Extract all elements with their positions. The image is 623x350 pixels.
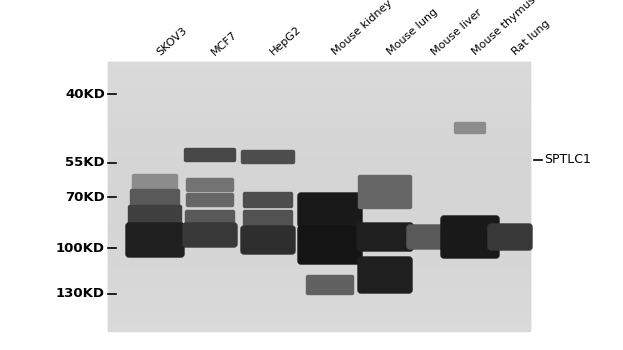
- Bar: [108, 254, 530, 260]
- FancyBboxPatch shape: [126, 223, 184, 257]
- Text: MCF7: MCF7: [210, 29, 240, 57]
- FancyBboxPatch shape: [244, 193, 293, 208]
- Bar: [108, 308, 530, 313]
- Bar: [108, 120, 530, 126]
- Bar: [108, 71, 530, 76]
- Bar: [108, 227, 530, 233]
- Bar: [108, 116, 530, 121]
- Bar: [108, 151, 530, 157]
- Bar: [108, 169, 530, 175]
- FancyBboxPatch shape: [307, 275, 353, 294]
- FancyBboxPatch shape: [241, 226, 295, 254]
- Bar: [108, 191, 530, 197]
- Bar: [108, 245, 530, 251]
- FancyBboxPatch shape: [358, 257, 412, 293]
- FancyBboxPatch shape: [357, 223, 413, 251]
- Bar: [108, 321, 530, 327]
- Text: Mouse kidney: Mouse kidney: [330, 0, 394, 57]
- Bar: [108, 98, 530, 103]
- Bar: [108, 75, 530, 81]
- Text: 55KD: 55KD: [65, 156, 105, 169]
- Bar: [108, 183, 530, 188]
- Bar: [108, 281, 530, 286]
- Bar: [108, 156, 530, 161]
- Bar: [108, 317, 530, 322]
- Bar: [108, 241, 530, 246]
- FancyBboxPatch shape: [242, 150, 295, 163]
- Bar: [108, 174, 530, 179]
- Bar: [108, 187, 530, 192]
- FancyBboxPatch shape: [455, 122, 485, 133]
- Bar: [108, 223, 530, 228]
- Bar: [108, 299, 530, 304]
- Bar: [108, 312, 530, 317]
- FancyBboxPatch shape: [186, 194, 234, 206]
- Bar: [108, 66, 530, 72]
- FancyBboxPatch shape: [186, 178, 234, 191]
- Bar: [108, 236, 530, 242]
- Text: 100KD: 100KD: [56, 242, 105, 255]
- Bar: [108, 142, 530, 148]
- Bar: [108, 125, 530, 130]
- Bar: [108, 89, 530, 94]
- Bar: [108, 267, 530, 273]
- FancyBboxPatch shape: [407, 225, 453, 249]
- Text: HepG2: HepG2: [268, 24, 303, 57]
- FancyBboxPatch shape: [184, 148, 235, 161]
- Text: SKOV3: SKOV3: [155, 25, 189, 57]
- Bar: [108, 276, 530, 282]
- Bar: [108, 232, 530, 237]
- Bar: [108, 285, 530, 291]
- Text: Mouse liver: Mouse liver: [430, 7, 484, 57]
- Bar: [108, 133, 530, 139]
- Bar: [108, 259, 530, 264]
- FancyBboxPatch shape: [488, 224, 532, 250]
- Bar: [108, 107, 530, 112]
- Text: 70KD: 70KD: [65, 191, 105, 204]
- Bar: [108, 290, 530, 295]
- Bar: [108, 263, 530, 268]
- Bar: [108, 326, 530, 331]
- Bar: [108, 209, 530, 215]
- Bar: [108, 218, 530, 224]
- Bar: [108, 214, 530, 219]
- Bar: [108, 111, 530, 117]
- FancyBboxPatch shape: [298, 193, 362, 227]
- FancyBboxPatch shape: [441, 216, 499, 258]
- Bar: [108, 129, 530, 134]
- Text: Mouse thymus: Mouse thymus: [470, 0, 537, 57]
- Text: SPTLC1: SPTLC1: [544, 153, 591, 166]
- FancyBboxPatch shape: [186, 210, 234, 225]
- Text: 40KD: 40KD: [65, 88, 105, 101]
- FancyBboxPatch shape: [128, 205, 181, 231]
- Text: Mouse lung: Mouse lung: [385, 7, 439, 57]
- Bar: [108, 138, 530, 144]
- Bar: [108, 62, 530, 68]
- Bar: [108, 160, 530, 166]
- Bar: [108, 201, 530, 206]
- Bar: [108, 102, 530, 108]
- FancyBboxPatch shape: [133, 175, 178, 191]
- Bar: [108, 147, 530, 152]
- Bar: [108, 93, 530, 99]
- FancyBboxPatch shape: [183, 223, 237, 247]
- FancyBboxPatch shape: [130, 189, 179, 210]
- Bar: [108, 294, 530, 300]
- Bar: [108, 272, 530, 278]
- FancyBboxPatch shape: [298, 226, 362, 264]
- Bar: [108, 250, 530, 255]
- Bar: [108, 205, 530, 210]
- FancyBboxPatch shape: [244, 210, 293, 225]
- Bar: [108, 178, 530, 184]
- FancyBboxPatch shape: [358, 175, 412, 209]
- Bar: [108, 80, 530, 85]
- Text: Rat lung: Rat lung: [510, 18, 551, 57]
- Bar: [108, 62, 530, 330]
- Bar: [108, 165, 530, 170]
- Bar: [108, 84, 530, 90]
- Bar: [108, 196, 530, 202]
- Text: 130KD: 130KD: [56, 287, 105, 300]
- Bar: [108, 303, 530, 309]
